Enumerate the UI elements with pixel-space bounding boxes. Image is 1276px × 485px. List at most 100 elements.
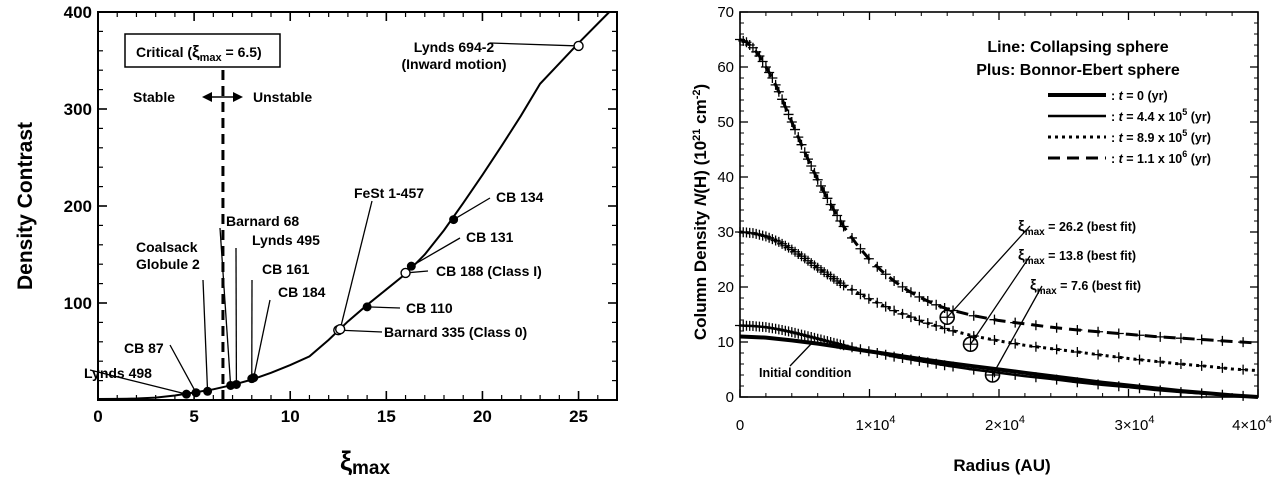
object-marker bbox=[231, 379, 241, 389]
plus-marker bbox=[847, 232, 858, 243]
object-barnard-335-class-0-: Barnard 335 (Class 0) bbox=[333, 324, 527, 340]
left-axes: 0 5 10 15 20 25 100 200 300 400 bbox=[64, 3, 618, 426]
plus-marker bbox=[832, 210, 843, 221]
best-fit-pointer bbox=[946, 225, 1031, 318]
plus-marker bbox=[1051, 374, 1062, 385]
plus-marker bbox=[1072, 346, 1083, 357]
object-label: Lynds 495 bbox=[252, 232, 320, 248]
object-cb-184: CB 184 bbox=[249, 284, 326, 383]
plus-marker bbox=[855, 243, 866, 254]
right-x-tick-label: 3×104 bbox=[1115, 414, 1155, 434]
plus-marker bbox=[872, 261, 883, 272]
plus-marker bbox=[880, 301, 891, 312]
plus-marker bbox=[914, 291, 925, 302]
left-y-tick-label: 400 bbox=[64, 3, 92, 22]
critical-box-label: Critical (ξmax = 6.5) bbox=[136, 42, 262, 64]
plus-marker bbox=[1010, 369, 1021, 380]
object-barnard-68: Barnard 68 bbox=[219, 213, 299, 390]
right-x-tick-label: 1×104 bbox=[856, 414, 896, 434]
right-y-tick-label: 50 bbox=[717, 114, 734, 131]
left-x-tick-label: 0 bbox=[93, 407, 102, 426]
plus-marker bbox=[754, 51, 765, 61]
best-fit-pointer bbox=[991, 285, 1043, 376]
object-label: (Inward motion) bbox=[402, 56, 507, 72]
object-marker bbox=[573, 40, 584, 52]
plus-marker bbox=[989, 335, 1000, 346]
right-y-tick-label: 0 bbox=[726, 389, 734, 406]
plus-marker bbox=[872, 348, 883, 358]
best-fit-pointer bbox=[969, 255, 1031, 345]
plus-marker bbox=[1175, 387, 1186, 398]
plus-marker bbox=[968, 364, 979, 375]
plus-marker bbox=[905, 312, 916, 323]
plus-marker bbox=[905, 287, 916, 298]
plus-marker bbox=[1175, 359, 1186, 370]
plus-marker bbox=[1030, 341, 1041, 352]
plus-marker bbox=[855, 289, 866, 300]
object-marker bbox=[249, 373, 259, 383]
object-label: Lynds 498 bbox=[84, 365, 152, 381]
plus-marker bbox=[1155, 331, 1166, 342]
legend-line-2: Plus: Bonnor-Ebert sphere bbox=[976, 62, 1180, 79]
right-x-axis-title: Radius (AU) bbox=[953, 456, 1050, 475]
left-x-tick-label: 10 bbox=[281, 407, 300, 426]
object-marker bbox=[406, 261, 416, 271]
left-y-tick-label: 200 bbox=[64, 197, 92, 216]
plus-marker bbox=[897, 353, 908, 364]
legend-entry-label: : t = 1.1 x 106 (yr) bbox=[1111, 149, 1211, 166]
object-marker bbox=[191, 388, 201, 398]
plus-marker bbox=[806, 161, 817, 171]
plus-marker bbox=[780, 101, 791, 112]
plus-marker bbox=[889, 276, 900, 287]
object-marker bbox=[449, 215, 459, 225]
best-fit-label: ξmax = 26.2 (best fit) bbox=[1018, 218, 1136, 238]
object-label: CB 188 (Class I) bbox=[436, 263, 542, 279]
plus-marker bbox=[1113, 328, 1124, 339]
right-y-tick-label: 30 bbox=[717, 224, 734, 241]
object-label: Coalsack bbox=[136, 239, 198, 255]
object-cb-110: CB 110 bbox=[362, 300, 453, 316]
left-x-axis-title-symbol: ξ bbox=[340, 446, 353, 476]
plus-marker bbox=[897, 281, 908, 292]
plus-marker bbox=[1175, 333, 1186, 344]
object-label: Globule 2 bbox=[136, 256, 200, 272]
object-pointer-line bbox=[169, 344, 197, 394]
right-x-tick-label: 2×104 bbox=[985, 414, 1025, 434]
right-y-tick-label: 10 bbox=[717, 334, 734, 351]
plus-marker bbox=[931, 299, 942, 310]
plus-marker bbox=[939, 360, 950, 371]
plus-marker bbox=[863, 253, 874, 264]
plus-marker bbox=[812, 174, 823, 185]
plus-marker bbox=[783, 109, 794, 120]
plus-marker bbox=[914, 355, 925, 366]
plus-marker bbox=[872, 297, 883, 308]
best-fit-label: ξmax = 7.6 (best fit) bbox=[1030, 277, 1141, 297]
plus-marker bbox=[889, 351, 900, 362]
object-label: Barnard 335 (Class 0) bbox=[384, 324, 527, 340]
bonnor-ebert-plus-solid bbox=[735, 320, 1249, 401]
left-x-tick-label: 15 bbox=[377, 407, 396, 426]
plus-marker bbox=[855, 344, 866, 355]
object-label: Lynds 694-2 bbox=[414, 39, 495, 55]
density-contrast-curve bbox=[97, 11, 611, 401]
plus-marker bbox=[863, 293, 874, 304]
left-x-tick-label: 25 bbox=[569, 407, 588, 426]
left-plot-frame bbox=[97, 11, 618, 401]
plus-marker bbox=[1010, 317, 1021, 328]
plus-marker bbox=[1072, 324, 1083, 335]
plus-marker bbox=[1196, 388, 1207, 399]
best-fit-label: ξmax = 13.8 (best fit) bbox=[1018, 247, 1136, 267]
plus-marker bbox=[838, 340, 849, 351]
plus-marker bbox=[1155, 356, 1166, 367]
object-marker bbox=[400, 267, 411, 279]
bonnor-ebert-plus-dotted bbox=[735, 227, 1249, 375]
object-label: Barnard 68 bbox=[226, 213, 299, 229]
plus-marker bbox=[1030, 320, 1041, 331]
object-marker bbox=[181, 389, 191, 399]
plus-marker bbox=[828, 205, 839, 215]
right-chart: Column Density N(H) (1021 cm-2) Radius (… bbox=[691, 4, 1272, 475]
plus-marker bbox=[822, 193, 833, 204]
plus-marker bbox=[1072, 377, 1083, 388]
right-legend: Line: Collapsing sphere Plus: Bonnor-Ebe… bbox=[976, 39, 1211, 166]
